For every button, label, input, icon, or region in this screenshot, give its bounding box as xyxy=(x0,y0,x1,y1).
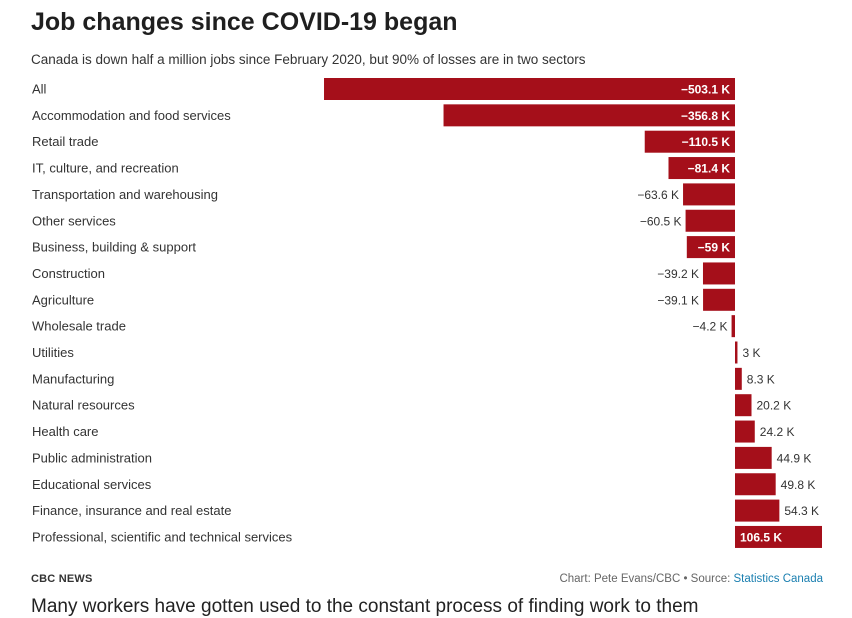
category-label: Natural resources xyxy=(32,398,135,413)
chart-subtitle: Canada is down half a million jobs since… xyxy=(31,52,586,67)
bar xyxy=(735,499,780,522)
category-label: Manufacturing xyxy=(32,371,114,386)
value-label: 8.3 K xyxy=(747,372,775,386)
category-label: Utilities xyxy=(32,345,74,360)
bar xyxy=(702,262,735,285)
value-label: −110.5 K xyxy=(682,135,731,149)
value-label: −4.2 K xyxy=(693,320,728,334)
bar xyxy=(735,473,776,496)
value-label: −60.5 K xyxy=(640,214,682,228)
credit-text: Chart: Pete Evans/CBC • Source: xyxy=(559,573,734,585)
value-label: 49.8 K xyxy=(781,478,816,492)
category-label: IT, culture, and recreation xyxy=(32,161,179,176)
value-label: 54.3 K xyxy=(784,504,819,518)
value-label: −39.2 K xyxy=(657,267,699,281)
article-text-cutoff: Many workers have gotten used to the con… xyxy=(31,596,699,617)
source-link[interactable]: Statistics Canada xyxy=(733,573,824,585)
brand-label: CBC NEWS xyxy=(31,573,93,585)
value-label: −503.1 K xyxy=(681,83,730,97)
bar xyxy=(735,420,755,443)
category-label: Finance, insurance and real estate xyxy=(32,503,231,518)
bar xyxy=(644,130,735,153)
category-label: Wholesale trade xyxy=(32,319,126,334)
bar xyxy=(735,367,742,390)
category-label: Health care xyxy=(32,424,98,439)
bar xyxy=(668,157,735,180)
bar xyxy=(324,78,735,100)
value-label: 106.5 K xyxy=(740,530,782,544)
bar xyxy=(735,394,752,417)
category-label: Construction xyxy=(32,266,105,281)
bar xyxy=(731,315,735,338)
category-label: Public administration xyxy=(32,450,152,465)
category-label: Accommodation and food services xyxy=(32,108,231,123)
chart-credit: Chart: Pete Evans/CBC • Source: Statisti… xyxy=(559,573,823,585)
category-label: All xyxy=(32,82,47,97)
value-label: 44.9 K xyxy=(777,451,812,465)
category-label: Transportation and warehousing xyxy=(32,187,218,202)
category-label: Other services xyxy=(32,213,116,228)
bar xyxy=(735,446,772,469)
bar-chart: All −503.1 K Accommodation and food servic… xyxy=(32,78,822,548)
bar xyxy=(735,341,738,364)
value-label: −39.1 K xyxy=(657,293,699,307)
value-label: 20.2 K xyxy=(757,399,792,413)
category-label: Agriculture xyxy=(32,292,94,307)
bar xyxy=(443,104,735,127)
bar xyxy=(685,209,735,232)
value-label: 24.2 K xyxy=(760,425,795,439)
category-label: Professional, scientific and technical s… xyxy=(32,529,293,544)
bar xyxy=(735,525,822,548)
value-label: −81.4 K xyxy=(688,162,731,176)
category-label: Business, building & support xyxy=(32,240,196,255)
value-label: −63.6 K xyxy=(637,188,679,202)
bar xyxy=(703,288,735,311)
bar xyxy=(686,236,735,259)
value-label: 3 K xyxy=(742,346,760,360)
bar xyxy=(683,183,735,206)
value-label: −356.8 K xyxy=(681,109,730,123)
chart-title: Job changes since COVID-19 began xyxy=(31,8,458,36)
category-label: Educational services xyxy=(32,477,152,492)
category-label: Retail trade xyxy=(32,134,98,149)
value-label: −59 K xyxy=(698,241,731,255)
